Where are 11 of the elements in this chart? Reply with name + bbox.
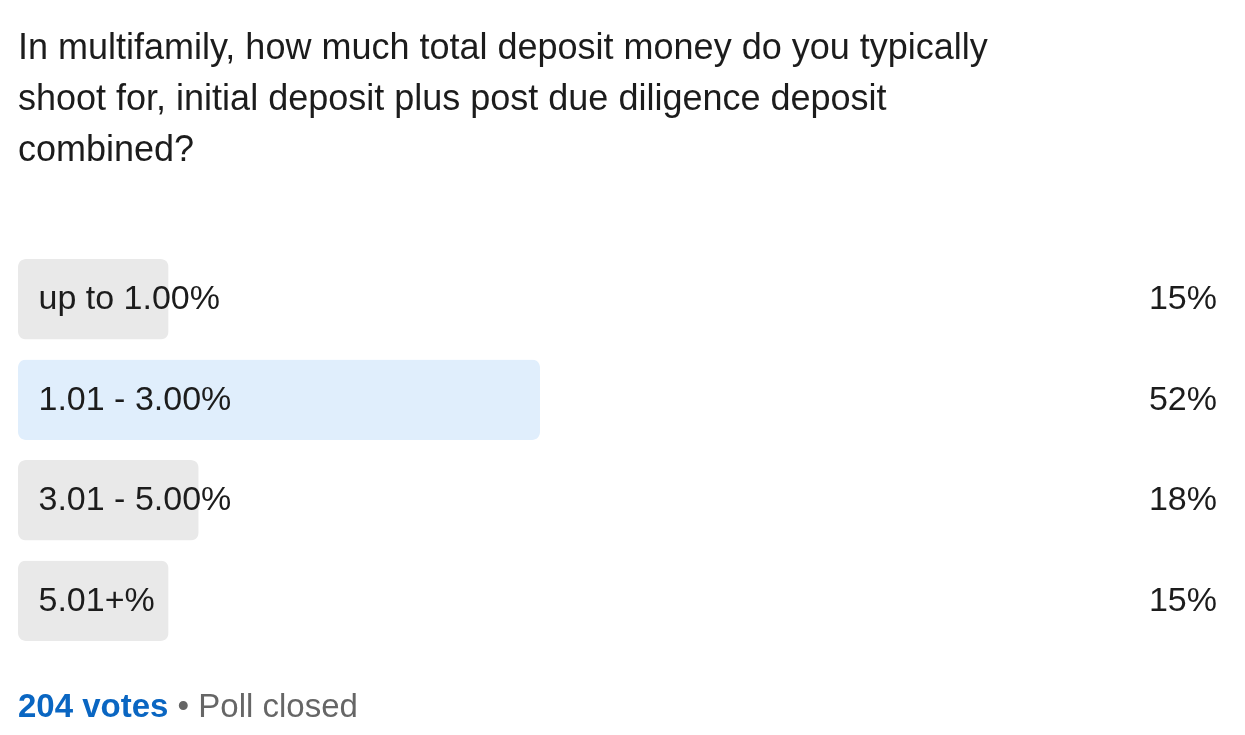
text: • Poll closed [176, 687, 358, 724]
y-tick-label: 1.01 - 3.00% [38, 378, 232, 417]
y-tick-label: 5.01+% [38, 579, 155, 618]
data-label: 52% [1148, 378, 1217, 417]
y-tick-label: up to 1.00% [38, 278, 220, 317]
chart-title: In multifamily, how much total deposit money do you typically shoot for, initial deposit plus post due diligence deposit combined? [18, 26, 988, 169]
y-tick-label: 3.01 - 5.00% [38, 479, 232, 518]
data-label: 18% [1148, 479, 1217, 518]
data-label: 15% [1148, 579, 1217, 618]
data-label: 15% [1148, 278, 1217, 317]
text: 204 votes [18, 687, 169, 724]
